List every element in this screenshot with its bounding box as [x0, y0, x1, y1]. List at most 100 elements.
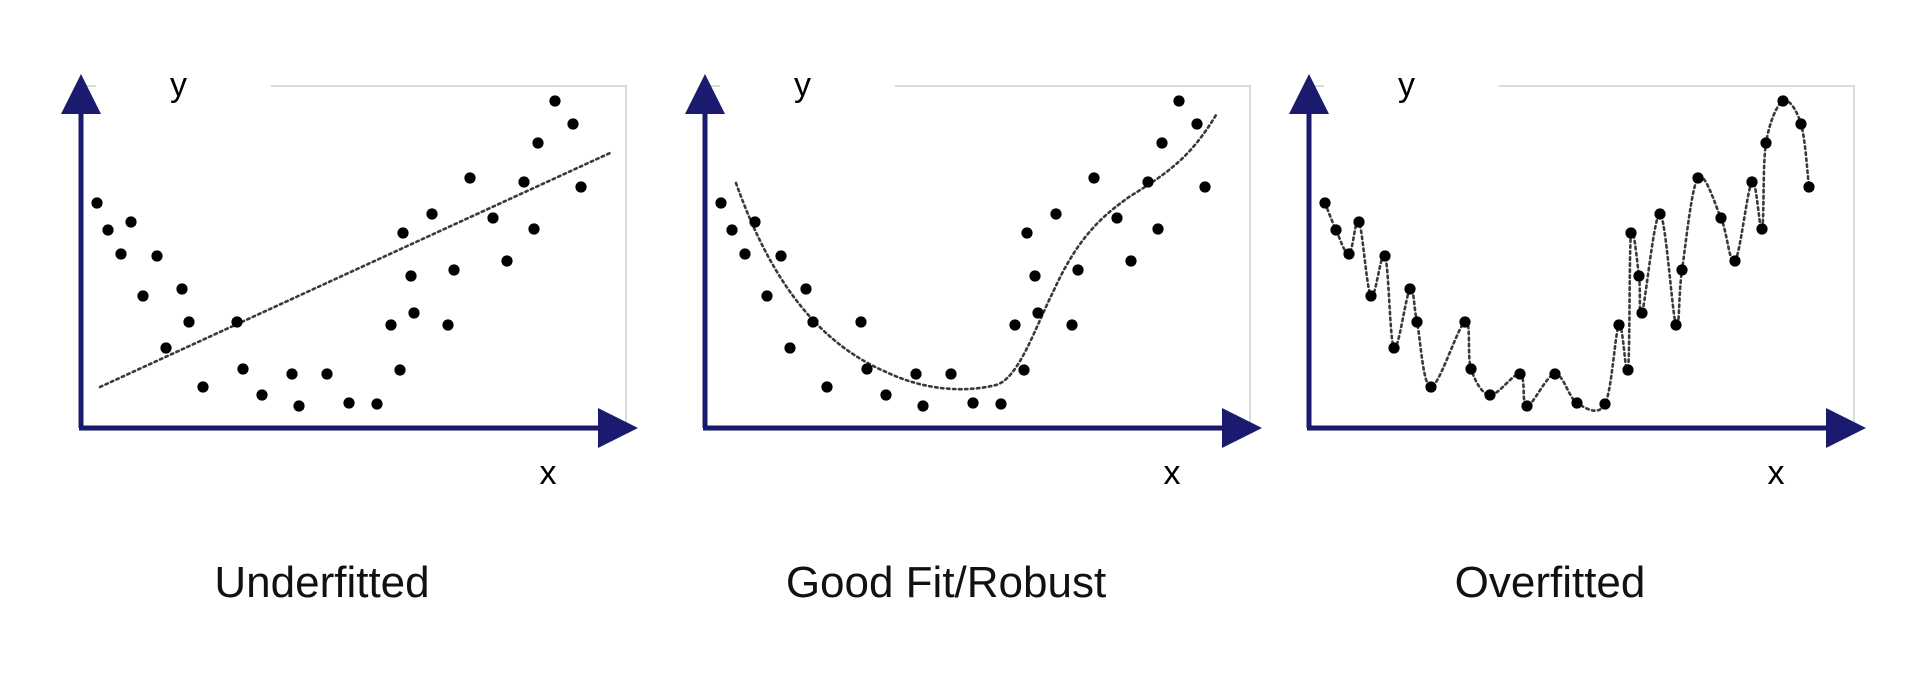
- data-point: [821, 381, 833, 393]
- data-point: [102, 224, 114, 236]
- data-point: [749, 216, 761, 228]
- data-point: [1050, 208, 1062, 220]
- data-point: [528, 223, 540, 235]
- data-point: [784, 342, 796, 354]
- data-point: [1032, 307, 1044, 319]
- data-point: [1388, 342, 1400, 354]
- data-point: [575, 181, 587, 193]
- data-point: [995, 398, 1007, 410]
- data-point: [1142, 176, 1154, 188]
- data-point: [371, 398, 383, 410]
- data-point: [715, 197, 727, 209]
- data-point: [775, 250, 787, 262]
- data-point: [1111, 212, 1123, 224]
- data-point: [1021, 227, 1033, 239]
- data-point: [1729, 255, 1741, 267]
- data-point: [426, 208, 438, 220]
- x-axis-label: x: [1164, 454, 1181, 492]
- data-point: [861, 363, 873, 375]
- data-point: [237, 363, 249, 375]
- data-point: [1404, 283, 1416, 295]
- data-point: [405, 270, 417, 282]
- data-point: [1319, 197, 1331, 209]
- data-point: [739, 248, 751, 260]
- data-point: [286, 368, 298, 380]
- fit-curve: [1323, 99, 1811, 413]
- data-point: [880, 389, 892, 401]
- data-point: [549, 95, 561, 107]
- y-axis-label: y: [170, 66, 187, 104]
- data-point: [1625, 227, 1637, 239]
- data-point: [1343, 248, 1355, 260]
- data-point: [1072, 264, 1084, 276]
- data-point: [1622, 364, 1634, 376]
- plot-overfitted: yx: [1289, 60, 1866, 492]
- data-point: [1156, 137, 1168, 149]
- data-point: [1484, 389, 1496, 401]
- fit-curve: [98, 151, 612, 389]
- caption-underfitted: Underfitted: [214, 558, 430, 607]
- data-point: [761, 290, 773, 302]
- caption-overfitted: Overfitted: [1454, 558, 1646, 607]
- data-point: [183, 316, 195, 328]
- data-point: [1654, 208, 1666, 220]
- data-point: [1330, 224, 1342, 236]
- data-point: [1670, 319, 1682, 331]
- data-point: [1088, 172, 1100, 184]
- data-point: [321, 368, 333, 380]
- data-point: [1803, 181, 1815, 193]
- data-point: [967, 397, 979, 409]
- data-point: [1746, 176, 1758, 188]
- data-point: [256, 389, 268, 401]
- data-point: [1760, 137, 1772, 149]
- plot-good-fit: yx: [685, 60, 1262, 492]
- data-point: [1152, 223, 1164, 235]
- data-point: [945, 368, 957, 380]
- data-point: [1066, 319, 1078, 331]
- data-point: [1465, 363, 1477, 375]
- data-point: [1459, 316, 1471, 328]
- data-point: [442, 319, 454, 331]
- data-point: [1756, 223, 1768, 235]
- data-point: [1353, 216, 1365, 228]
- data-point: [1636, 307, 1648, 319]
- data-point: [1191, 118, 1203, 130]
- data-point: [197, 381, 209, 393]
- data-point: [1521, 400, 1533, 412]
- data-point: [343, 397, 355, 409]
- data-point: [518, 176, 530, 188]
- data-point: [448, 264, 460, 276]
- x-axis-label: x: [1768, 454, 1785, 492]
- data-point: [1379, 250, 1391, 262]
- data-point: [855, 316, 867, 328]
- data-point: [293, 400, 305, 412]
- data-point: [807, 316, 819, 328]
- data-point: [1692, 172, 1704, 184]
- data-point: [397, 227, 409, 239]
- data-point: [1715, 212, 1727, 224]
- data-point: [1599, 398, 1611, 410]
- data-point: [1613, 319, 1625, 331]
- data-point: [1365, 290, 1377, 302]
- fit-curve: [734, 113, 1218, 391]
- data-point: [394, 364, 406, 376]
- data-point: [408, 307, 420, 319]
- data-point: [487, 212, 499, 224]
- data-point: [567, 118, 579, 130]
- data-point: [125, 216, 137, 228]
- data-point: [160, 342, 172, 354]
- data-point: [91, 197, 103, 209]
- data-point: [532, 137, 544, 149]
- data-point: [151, 250, 163, 262]
- plot-underfitted: yx: [61, 60, 638, 492]
- data-point: [800, 283, 812, 295]
- data-point: [1009, 319, 1021, 331]
- data-point: [1125, 255, 1137, 267]
- data-point: [385, 319, 397, 331]
- data-point: [1571, 397, 1583, 409]
- data-point: [1633, 270, 1645, 282]
- data-point: [137, 290, 149, 302]
- data-point: [1029, 270, 1041, 282]
